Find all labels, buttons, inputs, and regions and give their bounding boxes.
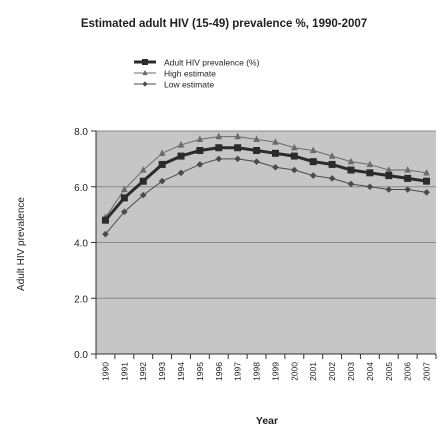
data-point xyxy=(366,183,374,191)
x-tick-label: 1999 xyxy=(270,362,280,381)
x-tick-label: 2004 xyxy=(365,362,375,381)
data-point xyxy=(120,194,128,202)
data-point xyxy=(253,135,260,143)
x-tick-label: 1998 xyxy=(252,362,262,381)
data-point xyxy=(253,158,260,165)
data-point xyxy=(385,166,393,173)
data-point xyxy=(309,146,317,154)
series-line xyxy=(105,158,427,235)
y-tick-label: 0.0 xyxy=(74,350,88,361)
data-point xyxy=(328,152,336,159)
y-axis: 0.0 2.0 4.0 6.0 8.0 xyxy=(74,127,97,361)
series-2 xyxy=(102,155,430,238)
legend-swatch-marker xyxy=(142,81,148,87)
series-0 xyxy=(101,144,431,224)
data-point xyxy=(158,149,166,156)
data-point xyxy=(121,185,128,193)
series-layer xyxy=(101,132,431,238)
data-point xyxy=(291,143,298,151)
data-point xyxy=(234,155,241,163)
data-point xyxy=(101,216,109,224)
y-tick-label: 2.0 xyxy=(74,294,88,305)
x-tick-label: 1992 xyxy=(138,362,148,381)
x-axis-label: Year xyxy=(256,415,278,427)
x-tick-label: 1991 xyxy=(119,362,129,381)
x-tick-label: 1996 xyxy=(214,362,224,381)
data-point xyxy=(177,152,185,160)
data-point xyxy=(271,149,279,157)
data-point xyxy=(385,186,393,193)
data-point xyxy=(177,169,185,177)
x-tick-label: 1990 xyxy=(100,362,110,381)
x-tick-label: 2000 xyxy=(289,362,299,381)
data-point xyxy=(102,230,109,238)
data-point xyxy=(272,138,279,145)
data-point xyxy=(290,152,298,160)
x-axis: 1990 1991 1992 1993 1994 1995 1996 1997 1998 1999… xyxy=(95,353,437,381)
y-tick-label: 4.0 xyxy=(74,239,88,250)
legend-entry: High estimate xyxy=(164,69,216,79)
data-point xyxy=(423,177,431,185)
data-point xyxy=(215,155,223,163)
data-point xyxy=(309,172,317,179)
data-point xyxy=(196,147,204,155)
data-point xyxy=(215,132,223,140)
x-tick-label: 2003 xyxy=(346,362,356,381)
data-point xyxy=(291,166,298,174)
data-point xyxy=(328,175,336,182)
data-point xyxy=(347,157,355,165)
x-tick-label: 1993 xyxy=(157,362,167,381)
x-tick-label: 2007 xyxy=(422,362,432,381)
data-point xyxy=(121,208,128,216)
x-tick-label: 1995 xyxy=(195,362,205,381)
data-point xyxy=(253,147,261,155)
data-point xyxy=(158,160,166,168)
data-point xyxy=(215,144,223,152)
data-point xyxy=(385,172,393,180)
legend-swatch-marker xyxy=(142,59,148,65)
data-point xyxy=(404,166,411,173)
legend-swatch-marker xyxy=(142,69,148,76)
x-tick-label: 2006 xyxy=(403,362,413,381)
x-tick-label: 2005 xyxy=(384,362,394,381)
x-tick-label: 1997 xyxy=(233,362,243,381)
data-point xyxy=(139,177,147,185)
legend-entry: Low estimate xyxy=(164,80,214,90)
data-point xyxy=(309,158,317,166)
data-point xyxy=(366,160,374,168)
data-point xyxy=(347,166,355,174)
data-point xyxy=(234,144,242,152)
data-point xyxy=(404,186,411,193)
data-point xyxy=(366,169,374,177)
chart-title: Estimated adult HIV (15-49) prevalence %… xyxy=(81,18,367,30)
data-point xyxy=(328,160,336,168)
data-point xyxy=(139,191,147,199)
data-point xyxy=(177,140,185,148)
series-line xyxy=(105,136,427,218)
data-point xyxy=(196,161,204,168)
data-point xyxy=(423,189,430,196)
data-point xyxy=(196,135,204,143)
data-point xyxy=(272,163,279,171)
x-tick-label: 1994 xyxy=(176,362,186,381)
legend-entry: Adult HIV prevalence (%) xyxy=(164,58,260,68)
x-tick-label: 2002 xyxy=(327,362,337,381)
y-axis-label: Adult HIV prevalence xyxy=(16,197,27,291)
legend: Adult HIV prevalence (%)High estimateLow… xyxy=(134,58,260,90)
data-point xyxy=(347,180,355,188)
data-point xyxy=(423,168,430,176)
data-point xyxy=(139,166,147,173)
data-point xyxy=(158,177,166,185)
y-tick-label: 8.0 xyxy=(74,127,88,138)
gridlines xyxy=(96,130,436,299)
x-tick-label: 2001 xyxy=(308,362,318,381)
y-tick-label: 6.0 xyxy=(74,183,88,194)
data-point xyxy=(404,174,412,182)
data-point xyxy=(234,132,241,140)
